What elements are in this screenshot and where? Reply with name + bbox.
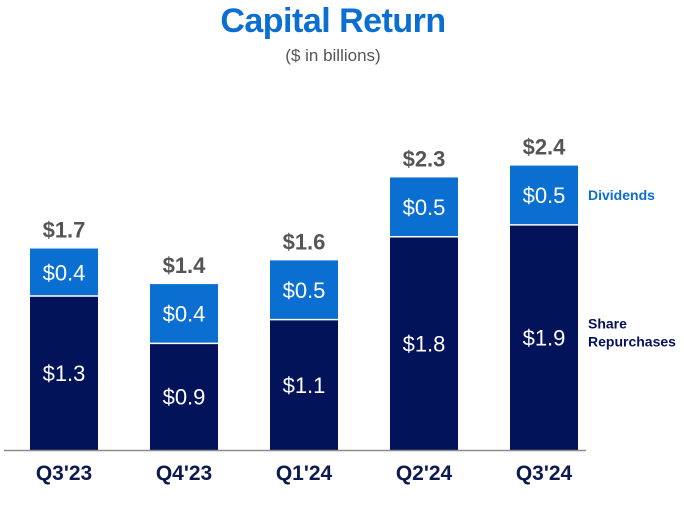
total-value-label: $2.4 <box>523 135 567 160</box>
dividends-value-label: $0.5 <box>403 195 446 220</box>
bars-group: $1.3 $0.4 $1.7 Q3'23 $0.9 $0.4 $1.4 Q4'23 $1.1 $0… <box>30 135 578 485</box>
dividends-value-label: $0.4 <box>163 302 206 327</box>
share-repurchases-value-label: $0.9 <box>163 385 206 410</box>
share-repurchases-value-label: $1.9 <box>523 325 566 350</box>
bar-dividends <box>270 260 338 320</box>
legend-dividends: Dividends <box>588 187 655 203</box>
bar-dividends <box>30 248 98 296</box>
bar-dividends <box>390 177 458 237</box>
dividends-value-label: $0.4 <box>43 260 86 285</box>
chart-title: Capital Return <box>220 2 446 40</box>
share-repurchases-value-label: $1.1 <box>283 373 326 398</box>
total-value-label: $1.4 <box>163 253 207 278</box>
x-tick-label: Q4'23 <box>156 462 212 485</box>
dividends-value-label: $0.5 <box>523 183 566 208</box>
share-repurchases-value-label: $1.8 <box>403 331 446 356</box>
bar-share-repurchases <box>30 295 98 450</box>
total-value-label: $1.6 <box>283 229 326 254</box>
bar-share-repurchases <box>390 236 458 450</box>
bar-share-repurchases <box>150 343 218 450</box>
legend-share-repurchases-line2: Repurchases <box>588 333 676 349</box>
chart-subtitle: ($ in billions) <box>285 46 381 65</box>
bar-share-repurchases <box>510 224 578 450</box>
x-tick-label: Q3'23 <box>36 462 92 485</box>
share-repurchases-value-label: $1.3 <box>43 361 86 386</box>
x-tick-label: Q3'24 <box>516 462 573 485</box>
bar-dividends <box>150 284 218 344</box>
dividends-value-label: $0.5 <box>283 278 326 303</box>
total-value-label: $2.3 <box>403 146 446 171</box>
bar-share-repurchases <box>270 319 338 450</box>
x-tick-label: Q2'24 <box>396 462 453 485</box>
legend-share-repurchases-line1: Share <box>588 315 627 331</box>
x-tick-label: Q1'24 <box>276 462 333 485</box>
total-value-label: $1.7 <box>43 218 86 243</box>
bar-dividends <box>510 165 578 225</box>
